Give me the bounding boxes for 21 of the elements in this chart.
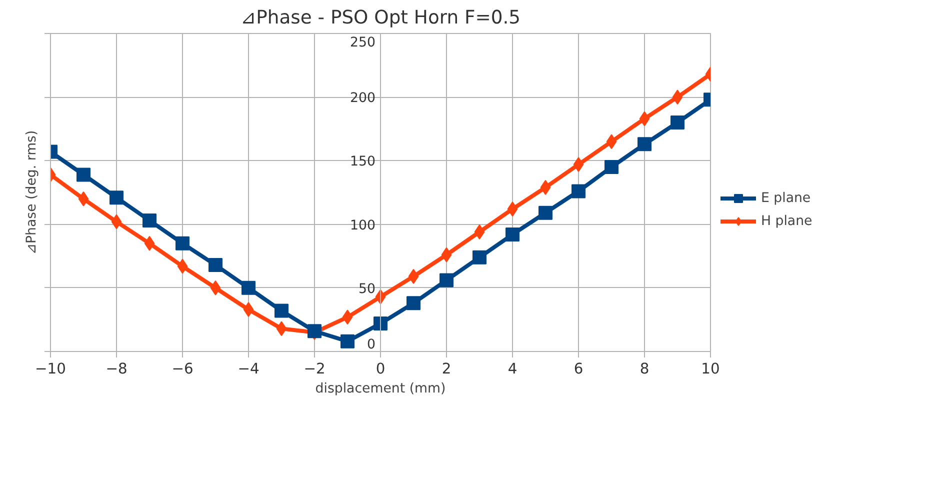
x-tick-label: 2 (442, 360, 452, 378)
y-tick-label: 0 (367, 338, 376, 352)
y-tick-label: 100 (350, 218, 376, 234)
y-tick-label: 250 (350, 36, 376, 50)
y-tick-label: 50 (358, 282, 376, 297)
x-tick-label: 10 (701, 360, 720, 378)
x-tick-label: −8 (106, 360, 128, 378)
x-tick-label: 6 (574, 360, 584, 378)
y-tick-label: 150 (350, 154, 376, 170)
x-tick-label: −2 (304, 360, 326, 378)
x-axis-title: displacement (mm) (315, 382, 446, 396)
legend-label: E plane (761, 190, 811, 206)
chart-title: ⊿Phase - PSO Opt Horn F=0.5 (240, 8, 520, 28)
x-tick-label: 4 (508, 360, 518, 378)
x-tick-label: 8 (640, 360, 650, 378)
legend-label: H plane (761, 214, 812, 228)
x-tick-label: −6 (172, 360, 194, 378)
y-axis-title: ⊿Phase (deg. rms) (24, 130, 40, 255)
x-tick-label: −4 (238, 360, 260, 378)
x-tick-label: −10 (35, 360, 66, 378)
y-tick-label: 200 (350, 91, 376, 106)
